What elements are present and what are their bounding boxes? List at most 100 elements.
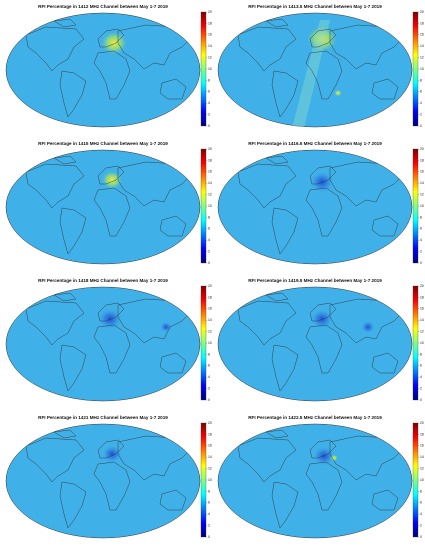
colorbar-tick-label: 4 bbox=[420, 238, 422, 242]
panel-title: RFI Percentage in 1418 MHz Channel betwe… bbox=[38, 278, 168, 283]
colorbar-tick-label: 14 bbox=[420, 318, 424, 322]
colorbar-tick-label: 0 bbox=[208, 398, 210, 402]
colorbar bbox=[412, 285, 419, 401]
colorbar-tick-label: 14 bbox=[420, 455, 424, 459]
map-panel: RFI Percentage in 1421 MHz Channel betwe… bbox=[5, 415, 212, 539]
colorbar-tick-label: 0 bbox=[208, 124, 210, 128]
colorbar-tick-label: 18 bbox=[208, 432, 212, 436]
colorbar-tick-label: 14 bbox=[420, 181, 424, 185]
map-ocean bbox=[5, 423, 201, 539]
panel-title: RFI Percentage in 1413.5 MHz Channel bet… bbox=[248, 4, 382, 9]
colorbar bbox=[412, 422, 419, 538]
colorbar-tick-label: 12 bbox=[420, 329, 424, 333]
rfi-streak bbox=[292, 20, 330, 127]
colorbar bbox=[200, 422, 207, 538]
panel-title: RFI Percentage in 1416.5 MHz Channel bet… bbox=[248, 141, 382, 146]
colorbar-tick-label: 2 bbox=[208, 523, 210, 527]
colorbar-tick-label: 2 bbox=[208, 249, 210, 253]
colorbar-tick-label: 20 bbox=[208, 284, 212, 288]
colorbar-tick-label: 20 bbox=[208, 10, 212, 14]
map-panel: RFI Percentage in 1415 MHz Channel betwe… bbox=[5, 141, 212, 265]
rfi-hotspot bbox=[311, 309, 333, 329]
colorbar-tick-label: 12 bbox=[208, 55, 212, 59]
map-ocean bbox=[5, 149, 201, 265]
colorbar-tick-label: 14 bbox=[208, 181, 212, 185]
map-ocean bbox=[217, 149, 413, 265]
rfi-hotspot bbox=[100, 30, 128, 56]
colorbar-tick-label: 12 bbox=[420, 55, 424, 59]
map-panel: RFI Percentage in 1413.5 MHz Channel bet… bbox=[217, 4, 424, 128]
colorbar-tick-label: 20 bbox=[420, 421, 424, 425]
colorbar-tick-label: 0 bbox=[420, 535, 422, 539]
colorbar-tick-label: 6 bbox=[208, 90, 210, 94]
colorbar-tick-label: 20 bbox=[420, 284, 424, 288]
colorbar-tick-label: 0 bbox=[208, 261, 210, 265]
colorbar-tick-label: 6 bbox=[208, 227, 210, 231]
colorbar-tick-label: 10 bbox=[420, 204, 424, 208]
colorbar-tick-label: 6 bbox=[420, 227, 422, 231]
colorbar-tick-label: 18 bbox=[420, 21, 424, 25]
colorbar-tick-label: 2 bbox=[420, 523, 422, 527]
colorbar bbox=[412, 148, 419, 264]
colorbar-tick-label: 18 bbox=[420, 432, 424, 436]
colorbar-tick-label: 20 bbox=[208, 421, 212, 425]
rfi-hotspot bbox=[102, 445, 122, 463]
colorbar-tick-label: 4 bbox=[420, 375, 422, 379]
colorbar-tick-label: 4 bbox=[208, 375, 210, 379]
map-panel: RFI Percentage in 1419.5 MHz Channel bet… bbox=[217, 278, 424, 402]
map-panel: RFI Percentage in 1412 MHz Channel betwe… bbox=[5, 4, 212, 128]
panel-title: RFI Percentage in 1415 MHz Channel betwe… bbox=[38, 141, 168, 146]
colorbar-tick-label: 8 bbox=[420, 352, 422, 356]
colorbar-tick-label: 10 bbox=[208, 341, 212, 345]
colorbar-tick-label: 4 bbox=[420, 512, 422, 516]
map-ocean bbox=[5, 12, 201, 128]
colorbar-tick-label: 10 bbox=[208, 67, 212, 71]
colorbar-tick-label: 12 bbox=[208, 329, 212, 333]
colorbar-tick-label: 16 bbox=[208, 33, 212, 37]
colorbar-tick-label: 8 bbox=[208, 352, 210, 356]
panel-title: RFI Percentage in 1421 MHz Channel betwe… bbox=[38, 415, 168, 420]
colorbar-tick-label: 8 bbox=[208, 78, 210, 82]
colorbar-tick-label: 16 bbox=[420, 307, 424, 311]
colorbar-tick-label: 12 bbox=[208, 466, 212, 470]
colorbar-tick-label: 12 bbox=[208, 192, 212, 196]
rfi-hotspot bbox=[334, 89, 342, 97]
colorbar-tick-label: 2 bbox=[208, 112, 210, 116]
rfi-hotspot bbox=[313, 446, 335, 466]
map-layer bbox=[237, 292, 405, 392]
map-layer bbox=[25, 429, 193, 529]
colorbar-tick-label: 16 bbox=[420, 33, 424, 37]
colorbar bbox=[412, 11, 419, 127]
rfi-hotspot bbox=[101, 170, 123, 190]
colorbar-tick-label: 2 bbox=[208, 386, 210, 390]
colorbar-tick-label: 16 bbox=[208, 170, 212, 174]
colorbar-tick-label: 4 bbox=[208, 238, 210, 242]
colorbar-tick-label: 2 bbox=[420, 386, 422, 390]
colorbar-tick-label: 10 bbox=[420, 341, 424, 345]
colorbar-tick-label: 10 bbox=[208, 204, 212, 208]
panel-title: RFI Percentage in 1422.5 MHz Channel bet… bbox=[248, 415, 382, 420]
colorbar-tick-label: 16 bbox=[420, 170, 424, 174]
colorbar-tick-label: 20 bbox=[208, 147, 212, 151]
rfi-hotspot bbox=[361, 320, 375, 334]
colorbar-tick-label: 6 bbox=[420, 364, 422, 368]
colorbar-tick-label: 16 bbox=[208, 307, 212, 311]
colorbar-tick-label: 18 bbox=[208, 21, 212, 25]
map-layer bbox=[25, 155, 193, 255]
colorbar bbox=[200, 11, 207, 127]
colorbar-tick-label: 14 bbox=[420, 44, 424, 48]
colorbar-tick-label: 6 bbox=[420, 501, 422, 505]
colorbar-tick-label: 10 bbox=[208, 478, 212, 482]
colorbar-tick-label: 18 bbox=[420, 158, 424, 162]
colorbar-tick-label: 14 bbox=[208, 44, 212, 48]
colorbar-tick-label: 12 bbox=[420, 192, 424, 196]
colorbar bbox=[200, 148, 207, 264]
colorbar bbox=[200, 285, 207, 401]
colorbar-tick-label: 10 bbox=[420, 67, 424, 71]
colorbar-tick-label: 8 bbox=[420, 215, 422, 219]
colorbar-tick-label: 4 bbox=[208, 101, 210, 105]
colorbar-tick-label: 14 bbox=[208, 455, 212, 459]
colorbar-tick-label: 8 bbox=[208, 215, 210, 219]
colorbar-tick-label: 12 bbox=[420, 466, 424, 470]
